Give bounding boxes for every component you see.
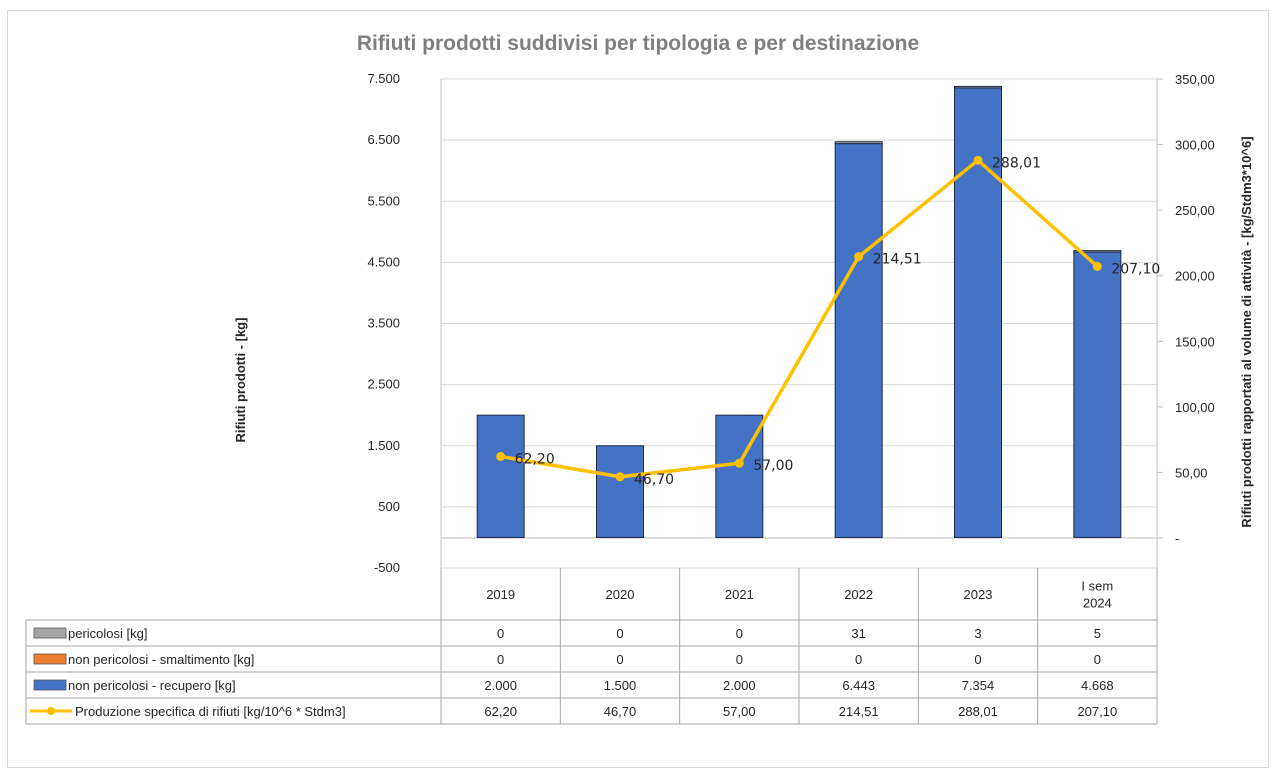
data-table: 2019 2020 2021 2022 2023 I sem 2024 pericolosi … (25, 568, 1158, 725)
chart-title: Rifiuti prodotti suddivisi per tipologia… (357, 32, 919, 55)
line-data-label: 46,70 (634, 472, 674, 488)
left-tick-label: 7.500 (367, 71, 400, 86)
left-tick-label: 500 (378, 499, 400, 514)
legend-key (33, 653, 67, 665)
right-tick-label: 150,00 (1175, 334, 1215, 349)
legend-key (33, 627, 67, 639)
table-cell: 3 (974, 626, 981, 641)
bar-segment (596, 445, 644, 538)
bar-segment (1073, 250, 1122, 253)
bar-series (476, 85, 1122, 538)
table-row-label: pericolosi [kg] (68, 626, 147, 641)
line-point (496, 451, 506, 461)
bar-segment (834, 141, 883, 145)
legend-key-marker (47, 707, 55, 715)
category-label: 2019 (486, 587, 515, 602)
chart-frame (7, 10, 1269, 768)
table-cell: 46,70 (604, 704, 637, 719)
table-row-label: Produzione specifica di rifiuti [kg/10^6… (75, 704, 346, 719)
table-cell: 2.000 (484, 678, 517, 693)
table-cell: 0 (736, 652, 743, 667)
line-data-label: 207,10 (1111, 261, 1160, 277)
right-tick-label: 300,00 (1175, 138, 1215, 153)
table-cell: 288,01 (958, 704, 998, 719)
bar-segment (834, 143, 883, 538)
bar-segment (1073, 251, 1122, 538)
table-cell: 0 (497, 652, 504, 667)
bar-segment (954, 85, 1002, 89)
table-cell: 214,51 (839, 704, 879, 719)
table-cell: 7.354 (962, 678, 995, 693)
table-cell: 0 (1094, 652, 1101, 667)
left-axis-title: Rifiuti prodotti - [kg] (233, 318, 248, 443)
line-point (973, 155, 983, 165)
left-tick-label: 6.500 (367, 132, 400, 147)
gridlines (440, 78, 1158, 569)
left-tick-label: 2.500 (367, 377, 400, 392)
line-path (500, 158, 1099, 479)
line-point (1092, 261, 1102, 271)
left-tick-label: 5.500 (367, 193, 400, 208)
category-label: 2022 (844, 587, 873, 602)
line-point (734, 458, 744, 468)
line-data-label: 57,00 (753, 458, 793, 474)
left-tick-label: 4.500 (367, 254, 400, 269)
table-cell: 31 (851, 626, 865, 641)
table-row-label: non pericolosi - smaltimento [kg] (68, 652, 254, 667)
left-tick-label: 3.500 (367, 316, 400, 331)
table-cell: 0 (497, 626, 504, 641)
table-cell: 0 (855, 652, 862, 667)
category-label: 2024 (1083, 596, 1112, 611)
line-data-labels: 62,20 46,70 57,00 214,51 288,01 207,10 (515, 155, 1161, 487)
category-label: 2021 (725, 587, 754, 602)
category-label: 2023 (964, 587, 993, 602)
left-tick-label: -500 (374, 560, 400, 575)
table-row-label: non pericolosi - recupero [kg] (68, 678, 236, 693)
right-tick-label: 50,00 (1175, 465, 1208, 480)
category-label: 2020 (606, 587, 635, 602)
table-cell: 5 (1094, 626, 1101, 641)
table-cell: 4.668 (1081, 678, 1114, 693)
table-cell: 2.000 (723, 678, 756, 693)
right-tick-label: - (1175, 531, 1179, 546)
right-axis-title: Rifiuti prodotti rapportati al volume di… (1239, 136, 1254, 527)
line-point (615, 472, 625, 482)
line-data-label: 214,51 (873, 252, 922, 268)
table-cell: 0 (736, 626, 743, 641)
left-tick-label: 1.500 (367, 438, 400, 453)
line-point (854, 252, 864, 262)
table-cell: 0 (616, 626, 623, 641)
line-data-label: 288,01 (992, 155, 1041, 171)
table-cell: 1.500 (604, 678, 637, 693)
right-tick-label: 200,00 (1175, 269, 1215, 284)
category-label: I sem (1081, 579, 1113, 594)
table-cell: 0 (616, 652, 623, 667)
line-data-label: 62,20 (515, 451, 555, 467)
right-axis-ticks: 350,00 300,00 250,00 200,00 150,00 100,00 50,0… (1157, 72, 1215, 546)
bar-segment (476, 414, 525, 538)
table-cell: 6.443 (842, 678, 875, 693)
right-tick-label: 250,00 (1175, 203, 1215, 218)
legend-key (33, 679, 67, 691)
table-cell: 207,10 (1077, 704, 1117, 719)
right-tick-label: 100,00 (1175, 400, 1215, 415)
left-axis-ticks: 7.500 6.500 5.500 4.500 3.500 2.500 1.500 500 -5… (367, 71, 400, 575)
table-cell: 0 (974, 652, 981, 667)
table-cell: 62,20 (484, 704, 517, 719)
right-tick-label: 350,00 (1175, 72, 1215, 87)
line-series (496, 155, 1102, 482)
table-cell: 57,00 (723, 704, 756, 719)
